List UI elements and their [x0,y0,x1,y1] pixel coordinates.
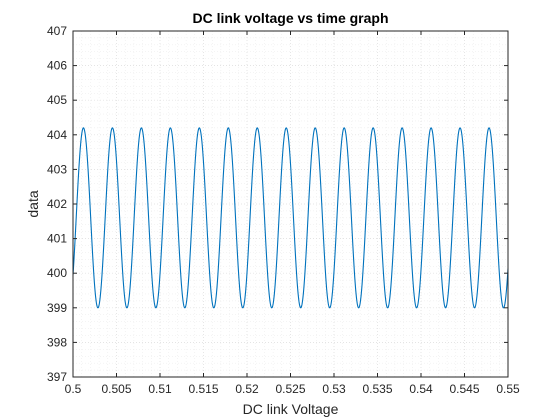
x-tick-label: 0.535 [362,382,392,396]
y-tick-label: 402 [47,197,67,211]
x-tick-label: 0.5 [65,382,82,396]
y-tick-label: 407 [47,24,67,38]
series-line [72,127,509,309]
chart-title: DC link voltage vs time graph [192,10,388,26]
y-tick-label: 400 [47,266,67,280]
y-axis-label: data [25,190,41,217]
x-tick-label: 0.505 [101,382,131,396]
series-layer [72,127,509,309]
x-tick-label: 0.51 [148,382,172,396]
x-tick-label: 0.55 [496,382,520,396]
x-tick-label: 0.54 [409,382,433,396]
y-tick-label: 404 [47,128,67,142]
ticks: 0.5 0.505 0.51 0.515 0.52 0.525 0.53 0.535 0.54 0… [47,24,520,396]
x-tick-label: 0.525 [275,382,305,396]
y-tick-label: 398 [47,335,67,349]
y-tick-label: 406 [47,59,67,73]
y-tick-label: 397 [47,370,67,384]
y-tick-label: 405 [47,93,67,107]
x-tick-label: 0.52 [235,382,259,396]
y-tick-label: 401 [47,232,67,246]
x-tick-label: 0.545 [449,382,479,396]
y-tick-label: 399 [47,301,67,315]
x-tick-label: 0.53 [322,382,346,396]
x-tick-label: 0.515 [188,382,218,396]
x-axis-label: DC link Voltage [243,401,339,417]
y-tick-label: 403 [47,162,67,176]
